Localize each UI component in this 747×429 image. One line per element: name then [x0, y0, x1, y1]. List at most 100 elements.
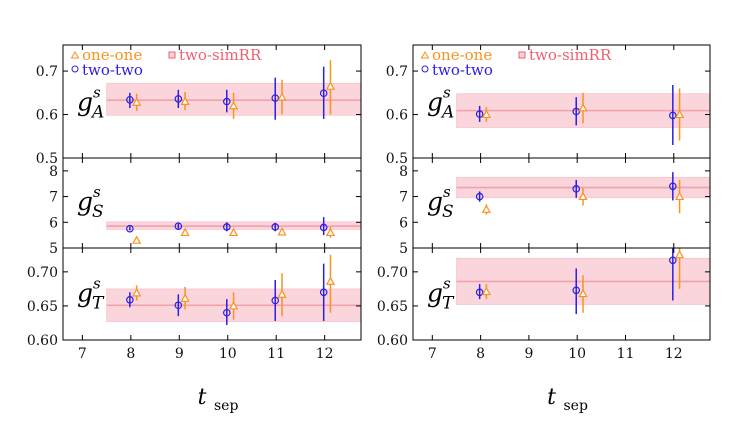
- legend-two-simrr: two-simRR: [179, 46, 262, 64]
- one-one-point: [481, 286, 492, 296]
- two-two-point: [222, 223, 231, 231]
- one-one-point: [180, 293, 190, 302]
- x-tick-label: 7: [428, 346, 437, 362]
- legend-one-one: one-one: [82, 46, 142, 64]
- y-tick-label: 0.6: [386, 108, 408, 124]
- x-tick-label: 9: [175, 346, 184, 362]
- y-tick-label: 5: [399, 241, 408, 257]
- x-tick-label: 12: [665, 346, 683, 362]
- label-superscript: s: [443, 84, 451, 102]
- y-tick-label: 6: [49, 215, 58, 231]
- x-tick-label: 11: [617, 346, 635, 362]
- one-one-point: [325, 276, 336, 285]
- one-one-point: [228, 227, 239, 237]
- row-plot-area: [106, 217, 361, 244]
- label-superscript: s: [443, 274, 451, 292]
- row-frame: [412, 247, 711, 341]
- one-one-point: [132, 288, 142, 297]
- y-tick-label: 0.7: [36, 64, 58, 80]
- y-tick-label: 7: [399, 190, 408, 206]
- one-one-point: [277, 92, 287, 101]
- two-two-point: [669, 256, 677, 265]
- label-main: g: [427, 278, 443, 307]
- y-tick-label: 0.65: [377, 299, 408, 315]
- row-S-panel-1: 5 6 7 8 g sS: [49, 157, 362, 257]
- one-one-point: [132, 97, 142, 106]
- two-two-point: [271, 223, 280, 231]
- y-tick-label: 0.65: [27, 299, 58, 315]
- legend-two-simrr: two-simRR: [529, 46, 612, 64]
- label-subscript: S: [92, 202, 104, 222]
- label-subscript: A: [440, 103, 454, 123]
- two-two-point: [126, 224, 134, 233]
- one-one-point: [180, 96, 190, 105]
- one-one-point: [481, 109, 492, 119]
- x-tick-label: 8: [126, 346, 135, 362]
- x-tick-label: 8: [476, 346, 485, 362]
- two-two-point: [222, 97, 231, 106]
- one-one-point: [578, 103, 588, 112]
- y-tick-label: 0.7: [386, 64, 408, 80]
- x-axis-label-subscript: sep: [564, 398, 588, 414]
- label-superscript: s: [93, 84, 101, 102]
- two-two-point: [319, 223, 328, 232]
- legend-two-simrr-marker: [518, 51, 526, 59]
- label-subscript: T: [92, 293, 105, 313]
- label-main: g: [77, 88, 93, 117]
- label-main: g: [77, 187, 93, 216]
- one-one-point: [228, 301, 239, 310]
- x-tick-label: 9: [524, 346, 533, 362]
- one-one-point: [578, 288, 588, 298]
- x-axis-label: t: [198, 385, 207, 410]
- one-one-point: [674, 109, 685, 119]
- row-frame: [62, 247, 362, 341]
- row-T-panel-1: 0.60 0.65 0.70 g sT: [27, 247, 362, 349]
- y-tick-label: 0.5: [386, 151, 408, 167]
- x-axis-label-subscript: sep: [214, 398, 238, 414]
- one-one-point: [180, 227, 190, 237]
- row-S-panel-2: 5 6 7 8 g sS: [399, 157, 711, 257]
- y-tick-label: 5: [49, 241, 58, 257]
- one-one-point: [674, 191, 685, 201]
- two-two-point: [126, 95, 134, 104]
- two-two-point: [222, 308, 231, 317]
- y-tick-label: 8: [49, 164, 58, 180]
- two-two-point: [572, 286, 581, 295]
- row-frame: [412, 157, 711, 249]
- label-subscript: S: [442, 202, 454, 222]
- y-tick-label: 0.70: [27, 265, 58, 281]
- label-main: g: [427, 187, 443, 216]
- x-tick-label: 7: [78, 346, 87, 362]
- legend-two-two: two-two: [432, 61, 493, 79]
- one-one-point: [674, 249, 685, 259]
- label-superscript: s: [93, 274, 101, 292]
- two-two-point: [271, 296, 280, 305]
- x-tick-label: 12: [316, 346, 334, 362]
- x-tick-label: 10: [568, 346, 586, 362]
- y-tick-label: 7: [49, 190, 58, 206]
- label-subscript: T: [442, 293, 455, 313]
- legend-two-two: two-two: [82, 61, 143, 79]
- legend-one-one-marker: [420, 51, 430, 59]
- y-tick-label: 0.70: [377, 265, 408, 281]
- two-two-point: [669, 182, 677, 191]
- two-two-point: [174, 95, 183, 103]
- one-one-point: [277, 227, 287, 236]
- label-superscript: s: [93, 183, 101, 201]
- two-two-point: [475, 192, 484, 201]
- legend-one-one: one-one: [432, 46, 492, 64]
- x-tick-label: 11: [267, 346, 285, 362]
- two-two-point: [572, 185, 581, 193]
- legend: one-one two-simRR two-two: [70, 46, 262, 79]
- x-tick-label: 10: [219, 346, 237, 362]
- one-one-point: [277, 289, 287, 298]
- row-A-panel-2: 0.5 0.6 0.7 g sA: [386, 44, 711, 167]
- row-plot-area: [106, 254, 361, 326]
- legend: one-one two-simRR two-two: [420, 46, 612, 79]
- legend-two-two-marker: [421, 65, 429, 73]
- y-tick-label: 0.6: [36, 108, 58, 124]
- row-plot-area: [106, 60, 361, 120]
- one-one-point: [325, 227, 336, 237]
